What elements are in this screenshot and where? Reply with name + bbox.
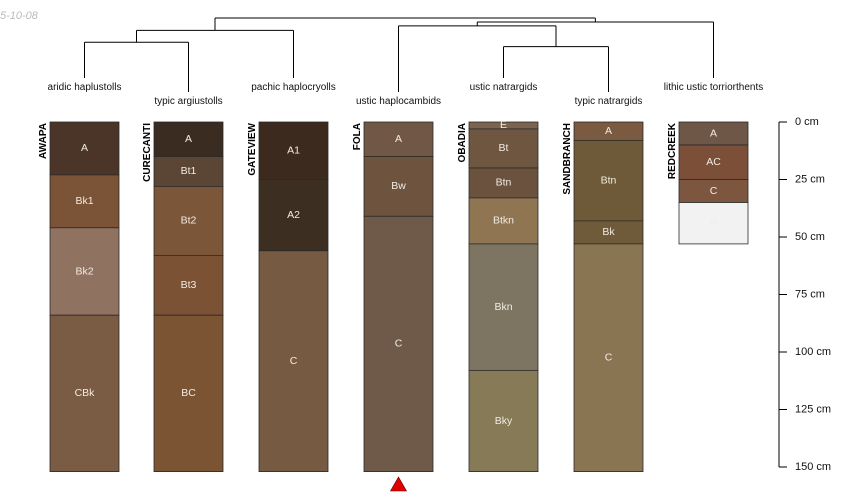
axis-tick-label: 0 cm [795,116,819,128]
horizon-bk1 [49,174,120,229]
profile-name: CURECANTI [142,123,153,182]
profile-obadia: E Bt Btn Btkn Bkn Bky OBADIA [457,119,539,472]
horizon-label: Btn [496,177,512,189]
horizon-bt3 [153,254,224,316]
taxonomy-label: ustic natrargids [470,82,538,93]
horizon-btn [573,139,644,222]
profile-name: AWAPA [38,123,49,159]
taxonomy-label: typic natrargids [575,96,643,107]
horizon-label: A [710,127,717,139]
horizon-label: E [500,119,507,131]
horizon-bt2 [153,185,224,256]
profile-awapa: A Bk1 Bk2 CBk AWAPA [38,121,120,473]
horizon-label: C [290,355,298,367]
taxonomy-label: typic argiustolls [154,96,222,107]
horizon-a [49,121,120,176]
profile-fola: A Bw C FOLA [352,121,434,473]
horizon-label: A [605,125,612,137]
taxonomy-label: aridic haplustolls [48,82,122,93]
horizon-label: Bt [499,142,509,154]
horizon-a2 [258,179,329,252]
horizon-bkn [468,243,539,371]
horizon-c [258,250,329,473]
horizon-label: A2 [287,209,300,221]
horizon-label: A1 [287,145,300,157]
profile-name: SANDBRANCH [562,123,573,195]
horizon-btkn [468,197,539,245]
horizon-bt1 [153,156,224,187]
horizon-label: Bw [391,180,406,192]
horizon-bc [153,314,224,473]
horizon-label: A [395,133,402,145]
horizon-label: C [605,352,613,364]
horizon-a1 [258,121,329,180]
horizon-r [678,202,749,245]
horizon-label: Bk [602,226,615,238]
horizon-label: BC [181,387,196,399]
date-stamp: 5-10-08 [0,10,39,22]
axis-tick-label: 25 cm [795,173,825,185]
horizon-label: Bky [495,415,513,427]
triangle-marker-icon [389,476,408,492]
horizon-label: AC [706,156,721,168]
horizon-label: R [710,217,718,229]
profile-redcreek: A AC C R REDCREEK [667,121,749,245]
horizon-label: Bt1 [181,165,197,177]
horizon-a [153,121,224,157]
horizon-bk2 [49,227,120,316]
profile-name: REDCREEK [667,122,678,179]
profile-name: GATEVIEW [247,122,258,175]
horizon-cbk [49,314,120,473]
profile-gateview: A1 A2 C GATEVIEW [247,121,329,473]
horizon-label: Bt2 [181,215,197,227]
horizon-bw [363,156,434,217]
profile-name: FOLA [352,123,363,150]
horizon-label: A [81,142,88,154]
horizon-ac [678,144,749,180]
horizon-bt [468,128,539,169]
dendrogram [84,17,714,92]
taxonomy-label: ustic haplocambids [356,96,441,107]
taxonomy-label: pachic haplocryolls [251,82,336,93]
horizon-label: Bk1 [75,195,93,207]
horizon-bky [468,369,539,472]
horizon-label: C [395,338,403,350]
horizon-label: C [710,185,718,197]
profile-name: OBADIA [457,123,468,162]
horizon-a [363,121,434,157]
horizon-label: Bkn [494,301,512,313]
axis-tick-label: 125 cm [795,403,831,415]
profile-sandbranch: A Btn Bk C SANDBRANCH [562,121,644,472]
axis-tick-label: 150 cm [795,461,831,473]
horizon-c [573,243,644,472]
axis-tick-label: 75 cm [795,288,825,300]
depth-axis: 0 cm 25 cm 50 cm 75 cm 100 cm 125 cm 150 cm [778,116,831,473]
profile-curecanti: A Bt1 Bt2 Bt3 BC CURECANTI [142,121,224,473]
horizon-label: Btkn [493,215,514,227]
horizon-label: Btn [601,174,617,186]
horizon-label: Bt3 [181,279,197,291]
axis-tick-label: 100 cm [795,346,831,358]
horizon-label: A [185,133,192,145]
horizon-label: CBk [75,387,96,399]
marker [389,476,408,492]
taxonomy-labels: aridic haplustolls typic argiustolls pachi… [48,82,764,107]
horizon-label: Bk2 [75,265,93,277]
axis-tick-label: 50 cm [795,231,825,243]
horizon-c [363,215,434,473]
taxonomy-label: lithic ustic torriorthents [664,82,763,93]
